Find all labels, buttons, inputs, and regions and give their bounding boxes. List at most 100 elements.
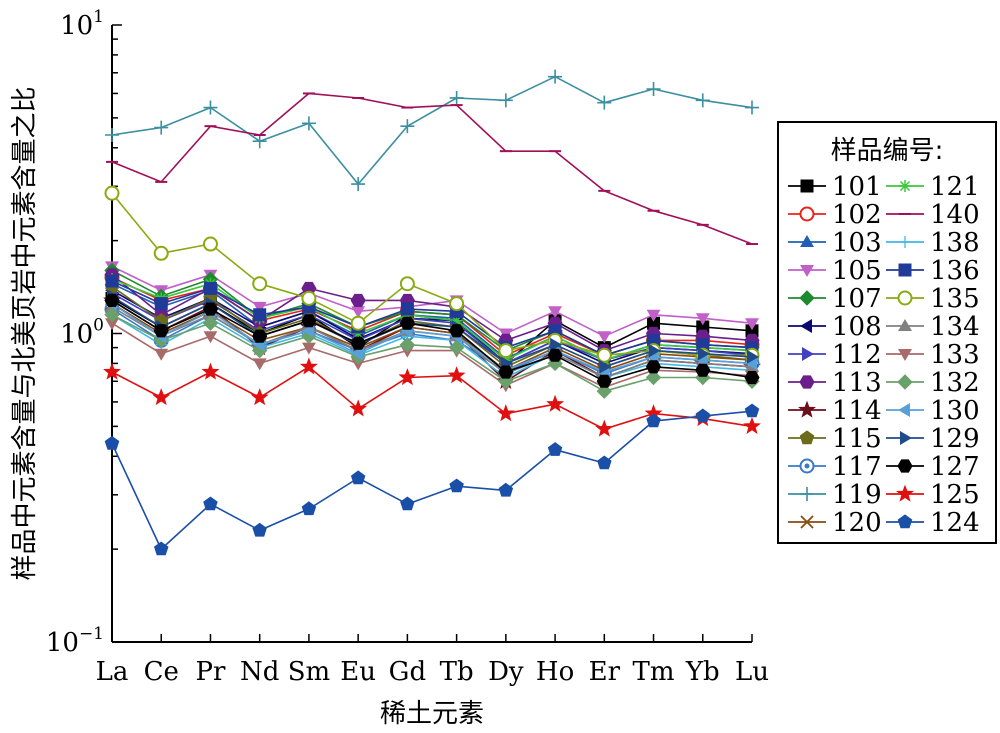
data-point xyxy=(747,349,760,364)
legend-item: 130 xyxy=(886,396,980,426)
legend-label: 135 xyxy=(930,284,980,314)
data-point xyxy=(152,388,171,406)
x-axis-title: 稀土元素 xyxy=(380,699,484,729)
data-point xyxy=(449,478,464,493)
legend-marker xyxy=(800,319,812,333)
series-line xyxy=(111,292,753,365)
x-tick-label: Ce xyxy=(144,657,179,687)
legend-item: 107 xyxy=(788,284,882,314)
legend-marker xyxy=(800,265,814,277)
data-point xyxy=(153,324,169,338)
data-point xyxy=(104,185,120,201)
legend-marker xyxy=(799,206,815,222)
data-point xyxy=(202,315,219,331)
legend-marker xyxy=(900,431,912,445)
legend-item: 135 xyxy=(886,284,980,314)
legend-label: 108 xyxy=(832,312,882,342)
legend-marker xyxy=(897,290,913,306)
series-line xyxy=(111,75,753,185)
legend-label: 133 xyxy=(930,340,980,370)
legend-frame xyxy=(777,121,997,544)
data-point xyxy=(154,120,169,135)
data-point xyxy=(400,302,414,316)
data-point xyxy=(350,293,366,307)
series-line xyxy=(111,92,753,245)
data-point xyxy=(597,455,612,470)
legend-item: 115 xyxy=(788,424,882,454)
x-tick-label: Eu xyxy=(340,657,376,687)
data-point xyxy=(350,336,366,350)
data-point xyxy=(201,362,220,380)
data-point xyxy=(546,394,565,412)
data-point xyxy=(648,343,661,358)
y-tick-label: 101 xyxy=(60,7,104,41)
legend-label: 113 xyxy=(832,368,882,398)
legend-title: 样品编号: xyxy=(831,136,944,166)
data-point xyxy=(153,245,169,261)
plot-area xyxy=(103,69,761,556)
legend-marker xyxy=(798,400,816,418)
x-tick-label: Ho xyxy=(536,657,574,687)
data-point xyxy=(301,116,316,131)
x-tick-label: Tm xyxy=(633,657,675,687)
data-point xyxy=(398,368,417,386)
legend-label: 103 xyxy=(832,228,882,258)
data-point xyxy=(301,314,317,328)
data-point xyxy=(599,359,612,374)
data-point xyxy=(350,315,366,331)
series-124 xyxy=(104,403,760,556)
series-line xyxy=(111,302,753,373)
data-point xyxy=(695,363,711,377)
data-point xyxy=(646,309,661,322)
series-line xyxy=(111,280,753,357)
series-line xyxy=(111,295,753,368)
legend-label: 115 xyxy=(832,424,882,454)
legend-marker xyxy=(800,179,814,193)
y-tick-exponent: 0 xyxy=(93,316,104,336)
data-point xyxy=(252,358,267,371)
data-point xyxy=(744,403,760,418)
x-tick-label: Nd xyxy=(240,657,279,687)
legend-label: 125 xyxy=(930,480,980,510)
data-point xyxy=(399,316,415,330)
data-point xyxy=(646,82,661,97)
y-tick-exponent: 1 xyxy=(93,7,104,27)
data-point xyxy=(695,313,710,326)
data-point xyxy=(496,404,515,422)
data-point xyxy=(104,307,120,323)
data-point xyxy=(548,306,562,319)
data-point xyxy=(743,417,761,434)
legend-marker xyxy=(898,319,912,331)
legend-label: 105 xyxy=(832,256,882,286)
data-point xyxy=(203,331,218,344)
legend-item: 114 xyxy=(788,396,882,426)
data-point xyxy=(202,302,219,316)
data-point xyxy=(203,100,218,115)
legend-marker xyxy=(799,458,815,474)
legend-label: 132 xyxy=(930,368,980,398)
data-point xyxy=(596,374,612,388)
legend-label: 119 xyxy=(832,480,882,510)
x-tick-label: Pr xyxy=(195,657,225,687)
y-axis-title: 样品中元素含量与北美页岩中元素含量之比 xyxy=(10,86,40,580)
legend-marker xyxy=(800,515,814,529)
legend-label: 120 xyxy=(832,508,882,538)
legend-label: 112 xyxy=(832,340,882,370)
data-point xyxy=(301,323,314,338)
legend-item: 117 xyxy=(788,452,882,482)
legend-item: 127 xyxy=(886,452,980,482)
data-point xyxy=(548,69,563,84)
data-point xyxy=(597,95,612,110)
x-tick-label: Tb xyxy=(440,657,474,687)
legend-item: 108 xyxy=(788,312,882,342)
data-point xyxy=(103,362,121,380)
data-point xyxy=(349,399,368,417)
x-tick-label: Sm xyxy=(288,657,330,687)
legend: 样品编号: 1011021031051071081121131141151171… xyxy=(777,121,997,544)
legend-marker xyxy=(898,403,910,417)
legend-item: 103 xyxy=(788,228,882,258)
legend-item: 119 xyxy=(788,480,882,510)
data-point xyxy=(104,435,120,450)
data-point xyxy=(450,314,463,327)
